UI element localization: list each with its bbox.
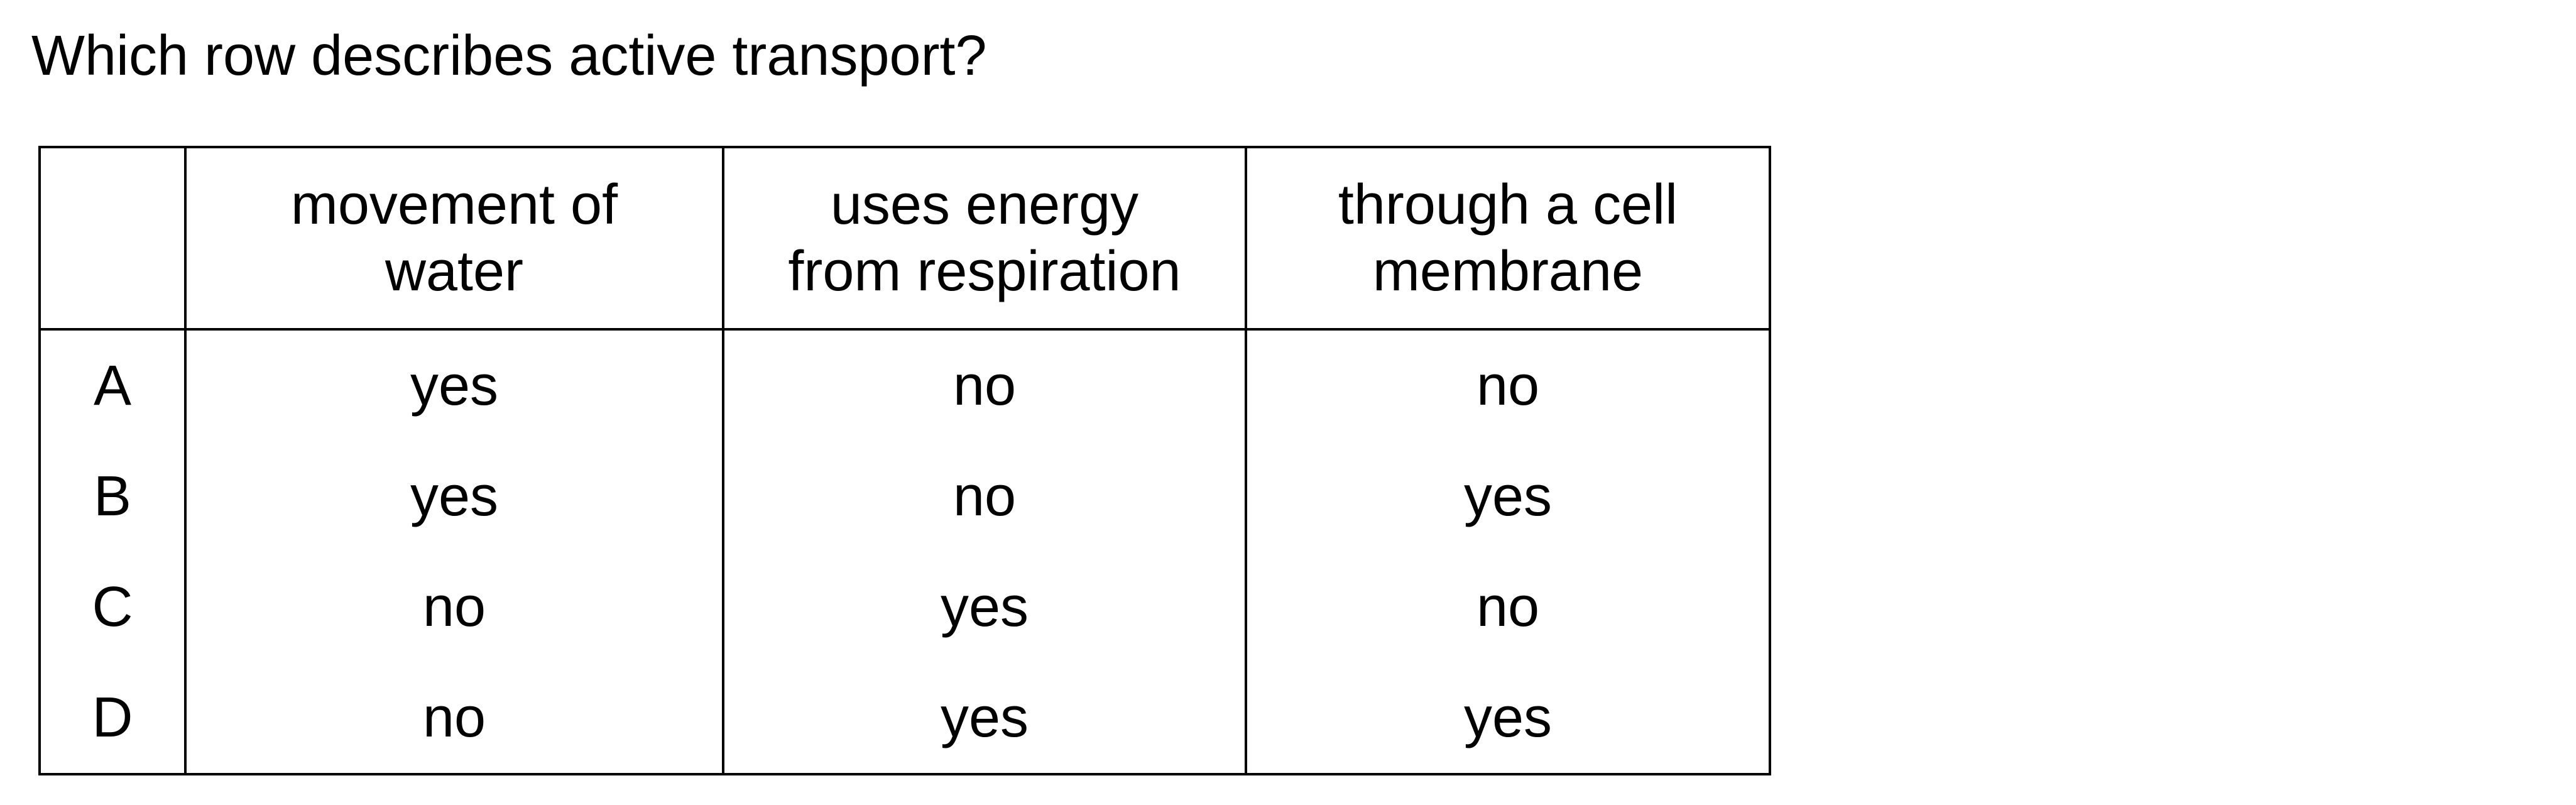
table-cell: no: [722, 441, 1247, 552]
table-cell: yes: [184, 329, 724, 441]
table-cell: no: [184, 552, 724, 662]
table-cell: yes: [1245, 441, 1771, 552]
header-uses-energy: uses energy from respiration: [722, 146, 1247, 331]
table-row-a: A yes no no: [38, 329, 1771, 441]
table-row-b: B yes no yes: [38, 441, 1771, 552]
table-row-d: D no yes yes: [38, 662, 1771, 775]
header-empty-cell: [38, 146, 187, 331]
table-cell: yes: [722, 662, 1247, 775]
table-cell: yes: [1245, 662, 1771, 775]
header-row: movement of water uses energy from respi…: [38, 146, 1771, 331]
option-label-d: D: [38, 662, 187, 775]
header-movement-of-water: movement of water: [184, 146, 724, 331]
answer-table: movement of water uses energy from respi…: [38, 146, 1771, 775]
table-cell: no: [1245, 329, 1771, 441]
table-cell: yes: [722, 552, 1247, 662]
table-cell: no: [1245, 552, 1771, 662]
option-label-a: A: [38, 329, 187, 441]
option-label-c: C: [38, 552, 187, 662]
table-cell: no: [184, 662, 724, 775]
question-text: Which row describes active transport?: [31, 25, 987, 87]
option-label-b: B: [38, 441, 187, 552]
table-cell: no: [722, 329, 1247, 441]
table-cell: yes: [184, 441, 724, 552]
table-row-c: C no yes no: [38, 552, 1771, 662]
header-through-membrane: through a cell membrane: [1245, 146, 1771, 331]
